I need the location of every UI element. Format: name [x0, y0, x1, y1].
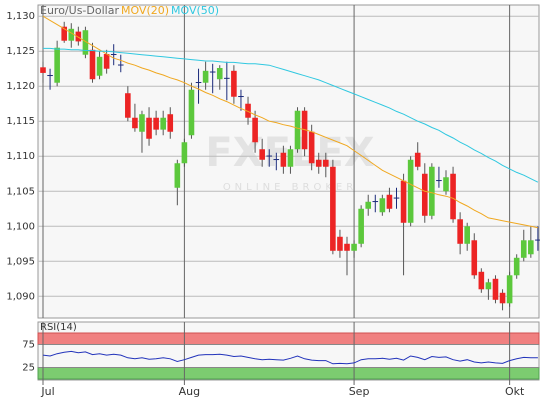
- candle-body: [372, 201, 379, 203]
- candle-body: [61, 26, 68, 41]
- candle-body: [132, 117, 138, 129]
- candle-body: [273, 159, 280, 161]
- legend-entry: MOV(20): [121, 4, 169, 17]
- x-tick-label: Sep: [349, 385, 370, 398]
- candle-body: [535, 239, 540, 241]
- candle-body: [125, 93, 131, 118]
- candle-body: [160, 117, 166, 130]
- candle-body: [294, 110, 301, 150]
- candle-body: [103, 54, 110, 69]
- candle-body: [436, 180, 442, 182]
- candle-body: [117, 64, 124, 66]
- y-tick-label: 1,095: [6, 256, 35, 267]
- candle-body: [266, 155, 273, 157]
- candle-body: [231, 70, 237, 97]
- candle-body: [499, 292, 506, 304]
- candle-body: [224, 77, 230, 79]
- legend-title: Euro/Us-Dollar: [40, 4, 119, 17]
- candle-body: [429, 166, 435, 216]
- y-tick-label: 1,105: [6, 186, 35, 197]
- y-tick-label: 1,110: [6, 151, 35, 162]
- candle-body: [351, 243, 357, 251]
- candle-body: [315, 159, 322, 167]
- candle-body: [513, 257, 520, 276]
- candle-body: [330, 166, 336, 251]
- candle-body: [89, 49, 96, 80]
- y-tick-label: 1,100: [6, 221, 35, 232]
- candle-body: [75, 31, 82, 42]
- candle-body: [181, 142, 188, 164]
- candle-body: [174, 163, 181, 188]
- candle-body: [344, 243, 350, 251]
- rsi-label: RSI(14): [40, 322, 77, 333]
- candle-body: [110, 54, 117, 56]
- candle-body: [96, 56, 103, 76]
- candle-body: [337, 236, 343, 251]
- candle-body: [393, 197, 400, 199]
- candle-body: [471, 240, 478, 276]
- candle-body: [520, 240, 527, 258]
- candle-body: [139, 114, 145, 132]
- candle-body: [47, 75, 53, 77]
- candle-body: [365, 201, 372, 209]
- candle-body: [202, 70, 209, 83]
- x-tick-label: Jul: [40, 385, 54, 398]
- candle-body: [464, 226, 470, 244]
- candle-body: [146, 117, 152, 139]
- y-tick-label: 1,090: [6, 291, 35, 302]
- candle-body: [188, 89, 195, 136]
- rsi-tick-label: 75: [22, 340, 35, 351]
- candle-body: [323, 159, 329, 167]
- candle-body: [82, 30, 89, 55]
- rsi-lower-band: [37, 367, 540, 380]
- candle-body: [209, 71, 216, 73]
- candle-body: [379, 198, 386, 213]
- candle-body: [421, 173, 428, 216]
- candle-body: [450, 173, 456, 220]
- candle-body: [245, 103, 251, 118]
- candle-body: [68, 28, 75, 41]
- rsi-line: [42, 350, 538, 365]
- y-tick-label: 1,125: [6, 46, 35, 57]
- candle-body: [308, 131, 315, 164]
- candle-body: [492, 278, 499, 300]
- candle-body: [167, 114, 174, 132]
- candle-body: [54, 47, 60, 83]
- y-tick-label: 1,120: [6, 81, 35, 92]
- candle-body: [485, 282, 492, 290]
- candle-body: [506, 275, 513, 304]
- candle-body: [195, 82, 202, 84]
- moving-average: [42, 15, 538, 229]
- x-tick-label: Okt: [505, 385, 525, 398]
- candle-body: [238, 96, 244, 98]
- rsi-upper-band: [37, 332, 540, 345]
- candle-body: [280, 152, 287, 167]
- y-tick-label: 1,130: [6, 11, 35, 22]
- candle-body: [40, 67, 46, 73]
- candle-body: [216, 68, 223, 80]
- candle-body: [153, 117, 159, 130]
- moving-average: [43, 47, 539, 183]
- y-tick-label: 1,115: [6, 116, 35, 127]
- candle-body: [252, 117, 258, 143]
- candle-body: [443, 177, 449, 192]
- candle-body: [478, 271, 485, 290]
- rsi-tick-label: 25: [22, 363, 35, 374]
- candle-body: [386, 194, 393, 209]
- candle-body: [457, 219, 463, 244]
- legend-entry: MOV(50): [171, 4, 219, 17]
- candle-body: [528, 240, 534, 255]
- candle-body: [407, 159, 414, 223]
- candle-body: [259, 149, 265, 160]
- watermark-sub: ONLINE BROKER: [223, 182, 357, 193]
- x-tick-label: Aug: [179, 385, 200, 398]
- candle-body: [400, 180, 407, 223]
- candle-body: [358, 208, 364, 244]
- candle-body: [414, 152, 421, 167]
- candle-body: [287, 149, 294, 167]
